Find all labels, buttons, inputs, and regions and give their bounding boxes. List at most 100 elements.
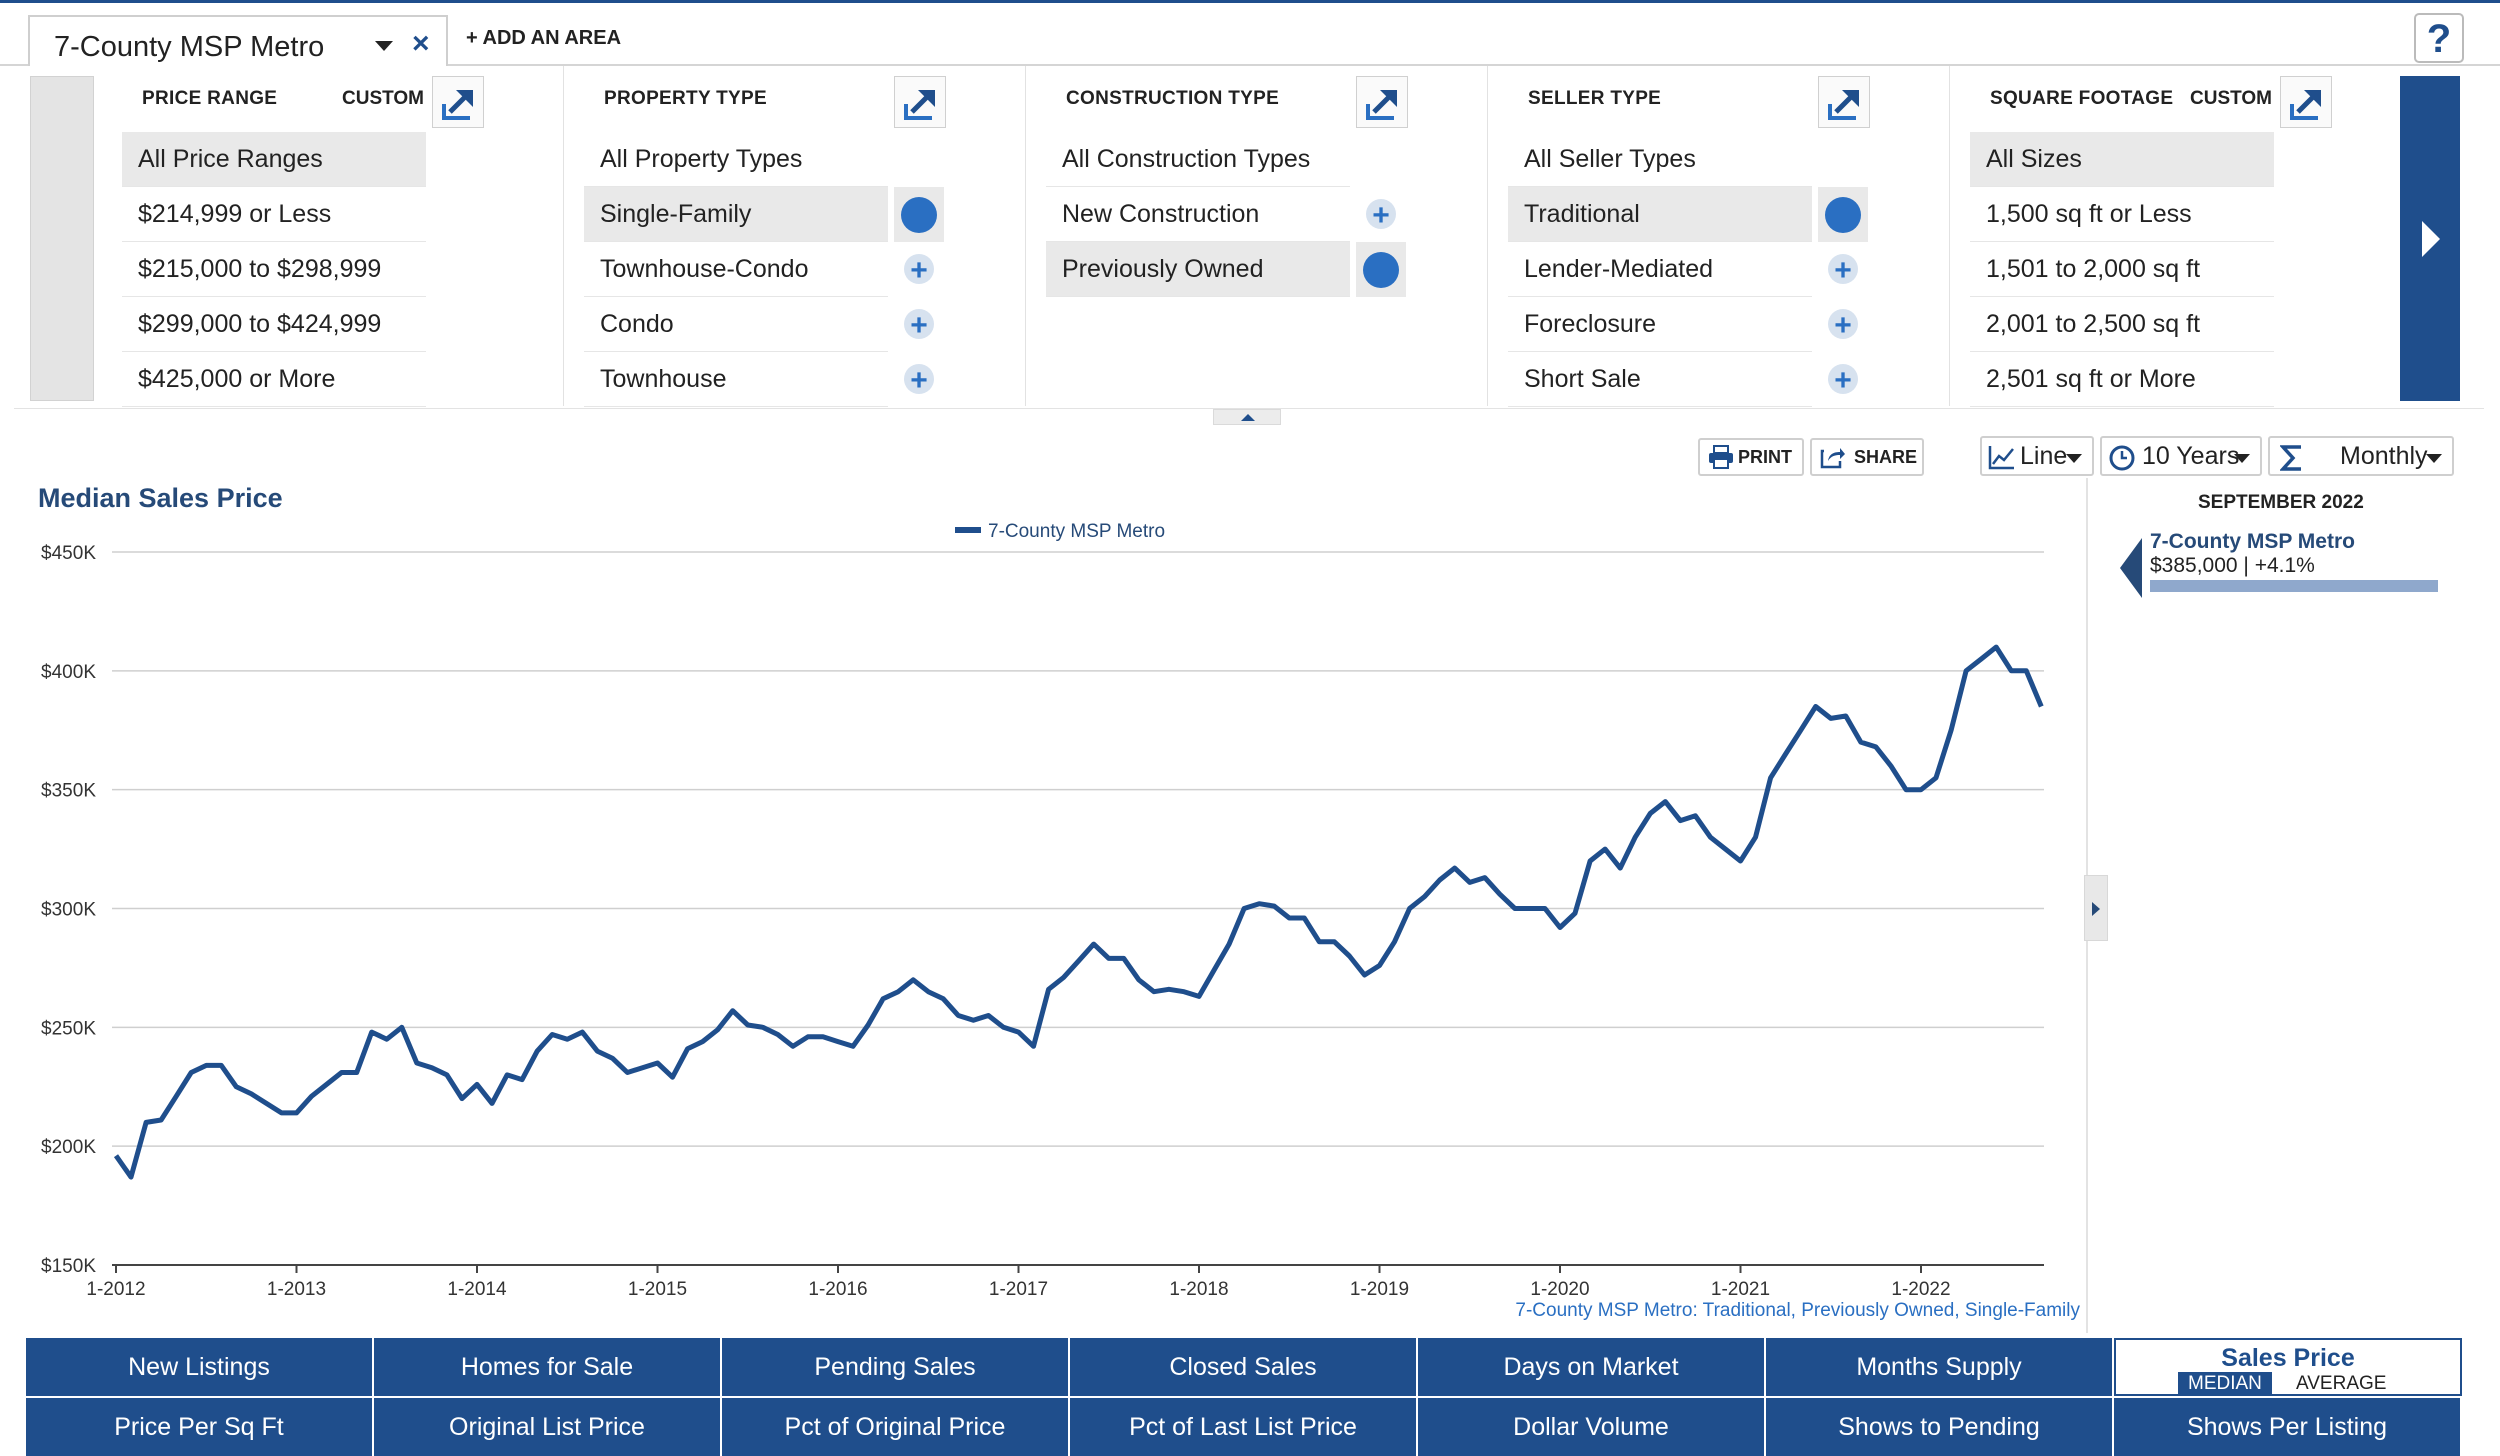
export-button[interactable] xyxy=(2280,76,2332,128)
add-filter-icon[interactable]: + xyxy=(1828,309,1858,342)
filter-option[interactable]: 2,501 sq ft or More xyxy=(1970,352,2274,407)
x-tick-label: 1-2015 xyxy=(628,1279,687,1300)
collapse-filters-button[interactable] xyxy=(1213,409,1281,425)
chart-type-value: Line xyxy=(2020,442,2068,470)
filter-option[interactable]: $214,999 or Less xyxy=(122,187,426,242)
filter-option[interactable]: 2,001 to 2,500 sq ft xyxy=(1970,297,2274,352)
export-button[interactable] xyxy=(894,76,946,128)
filter-option[interactable]: All Property Types xyxy=(584,132,888,187)
export-button[interactable] xyxy=(1356,76,1408,128)
x-tick-label: 1-2021 xyxy=(1711,1279,1770,1300)
metric-tab[interactable]: Price Per Sq Ft xyxy=(26,1398,374,1456)
area-dropdown-icon[interactable] xyxy=(375,41,393,51)
chevron-right-icon xyxy=(2092,902,2100,916)
filter-option[interactable]: 1,501 to 2,000 sq ft xyxy=(1970,242,2274,297)
filter-option[interactable]: Townhouse xyxy=(584,352,888,407)
share-button[interactable]: SHARE xyxy=(1810,438,1924,476)
metric-tab[interactable]: Original List Price xyxy=(374,1398,722,1456)
print-button[interactable]: PRINT xyxy=(1698,438,1804,476)
export-button[interactable] xyxy=(1818,76,1870,128)
metric-tab[interactable]: Pending Sales xyxy=(722,1338,1070,1396)
metric-tab[interactable]: Pct of Original Price xyxy=(722,1398,1070,1456)
custom-button[interactable]: CUSTOM xyxy=(342,88,424,109)
filter-option[interactable]: Traditional xyxy=(1508,187,1812,242)
metric-tab[interactable]: Shows Per Listing xyxy=(2114,1398,2462,1456)
custom-button[interactable]: CUSTOM xyxy=(2190,88,2272,109)
export-button[interactable] xyxy=(432,76,484,128)
chart-type-dropdown[interactable]: Line xyxy=(1980,436,2094,476)
filter-option[interactable]: All Seller Types xyxy=(1508,132,1812,187)
selected-option-indicator[interactable] xyxy=(894,187,944,242)
x-tick-label: 1-2018 xyxy=(1169,1279,1228,1300)
filter-option[interactable]: Townhouse-Condo xyxy=(584,242,888,297)
add-filter-icon[interactable]: + xyxy=(1366,199,1396,232)
chevron-down-icon xyxy=(2066,454,2082,463)
selected-option-indicator[interactable] xyxy=(1356,242,1406,297)
filter-option[interactable]: $299,000 to $424,999 xyxy=(122,297,426,352)
filter-panel: PRICE RANGE CUSTOM All Price Ranges $214,99… xyxy=(0,66,2500,407)
median-toggle[interactable]: MEDIAN xyxy=(2178,1372,2272,1396)
add-filter-icon[interactable]: + xyxy=(904,309,934,342)
sigma-icon xyxy=(2280,445,2301,471)
filter-option[interactable]: All Sizes xyxy=(1970,132,2274,187)
metric-tab[interactable]: Shows to Pending xyxy=(1766,1398,2114,1456)
filter-option[interactable]: Short Sale xyxy=(1508,352,1812,407)
interval-value: Monthly xyxy=(2340,442,2428,470)
filter-option[interactable]: New Construction xyxy=(1046,187,1350,242)
filter-option[interactable]: Lender-Mediated xyxy=(1508,242,1812,297)
add-filter-icon[interactable]: + xyxy=(1828,254,1858,287)
chevron-down-icon xyxy=(2426,454,2442,463)
metric-tab[interactable]: Closed Sales xyxy=(1070,1338,1418,1396)
add-area-button[interactable]: + ADD AN AREA xyxy=(466,27,622,49)
add-filter-icon[interactable]: + xyxy=(1828,364,1858,397)
chart-footnote: 7-County MSP Metro: Traditional, Previou… xyxy=(1515,1300,2080,1321)
print-icon xyxy=(1709,445,1733,469)
selected-option-indicator[interactable] xyxy=(1818,187,1868,242)
help-button[interactable]: ? xyxy=(2414,13,2464,63)
filter-option[interactable]: Single-Family xyxy=(584,187,888,242)
filter-option[interactable]: Foreclosure xyxy=(1508,297,1812,352)
export-icon xyxy=(2290,90,2321,120)
filter-option[interactable]: Condo xyxy=(584,297,888,352)
filter-option[interactable]: All Price Ranges xyxy=(122,132,426,187)
area-tab[interactable]: 7-County MSP Metro × xyxy=(28,15,448,73)
filter-option[interactable]: $425,000 or More xyxy=(122,352,426,407)
y-tick-label: $450K xyxy=(41,543,96,564)
metric-tab[interactable]: Months Supply xyxy=(1766,1338,2114,1396)
metric-tab[interactable]: Dollar Volume xyxy=(1418,1398,1766,1456)
series-marker-icon xyxy=(2120,538,2142,598)
time-range-dropdown[interactable]: 10 Years xyxy=(2100,436,2262,476)
metric-tab[interactable]: Pct of Last List Price xyxy=(1070,1398,1418,1456)
filter-panel-left-tab[interactable] xyxy=(30,76,94,401)
metric-tab[interactable]: Sales Price MEDIAN AVERAGE xyxy=(2114,1338,2462,1396)
chevron-down-icon xyxy=(2234,454,2250,463)
filter-column-title: PRICE RANGE xyxy=(142,88,278,109)
filter-column: PRICE RANGE CUSTOM All Price Ranges $214,99… xyxy=(102,66,564,407)
close-icon[interactable]: × xyxy=(412,27,430,60)
x-tick-label: 1-2019 xyxy=(1350,1279,1409,1300)
filter-column-title: SELLER TYPE xyxy=(1528,88,1662,109)
add-filter-icon[interactable]: + xyxy=(904,364,934,397)
side-panel-value: $385,000 | +4.1% xyxy=(2150,554,2315,577)
export-icon xyxy=(442,90,473,120)
area-name[interactable]: 7-County MSP Metro xyxy=(54,31,325,63)
filter-column-title: PROPERTY TYPE xyxy=(604,88,767,109)
filter-option[interactable]: All Construction Types xyxy=(1046,132,1350,187)
metric-tab[interactable]: Homes for Sale xyxy=(374,1338,722,1396)
average-toggle[interactable]: AVERAGE xyxy=(2296,1373,2387,1394)
interval-dropdown[interactable]: Monthly xyxy=(2268,436,2454,476)
side-panel-toggle[interactable] xyxy=(2084,875,2108,941)
filter-overflow-edge xyxy=(2462,76,2500,401)
add-filter-icon[interactable]: + xyxy=(904,254,934,287)
filter-next-button[interactable] xyxy=(2400,76,2460,401)
filter-option[interactable]: 1,500 sq ft or Less xyxy=(1970,187,2274,242)
top-bar: 7-County MSP Metro × + ADD AN AREA ? xyxy=(0,0,2500,73)
filter-column: CONSTRUCTION TYPE All Construction Types N… xyxy=(1026,66,1488,406)
x-tick-label: 1-2016 xyxy=(808,1279,867,1300)
metric-tab[interactable]: Days on Market xyxy=(1418,1338,1766,1396)
filter-option[interactable]: $215,000 to $298,999 xyxy=(122,242,426,297)
metric-tab[interactable]: New Listings xyxy=(26,1338,374,1396)
filter-option[interactable]: Previously Owned xyxy=(1046,242,1350,297)
selected-dot-icon xyxy=(901,197,937,233)
series-line xyxy=(113,644,2044,1180)
